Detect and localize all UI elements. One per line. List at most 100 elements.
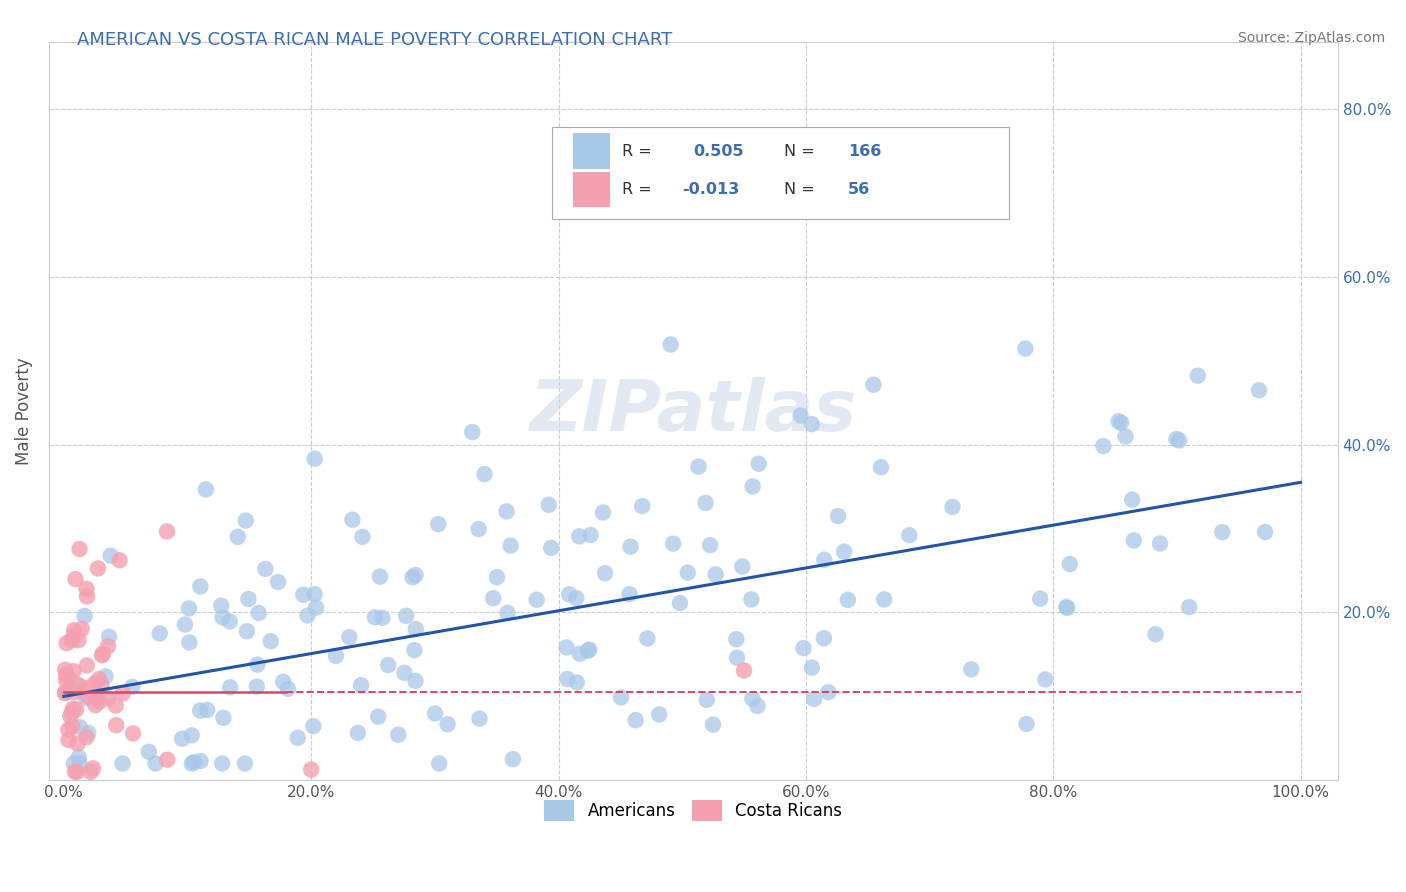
Point — [696, 693, 718, 707]
Point — [111, 686, 134, 700]
Point — [58, 732, 80, 747]
Point — [669, 596, 692, 610]
Point — [69, 542, 91, 557]
Point — [55, 673, 77, 688]
Point — [60, 706, 83, 720]
Point — [813, 631, 835, 645]
Point — [104, 698, 127, 713]
Point — [75, 691, 97, 706]
Point — [67, 633, 90, 648]
Point — [578, 642, 600, 657]
Point — [305, 600, 328, 615]
Text: Source: ZipAtlas.com: Source: ZipAtlas.com — [1237, 31, 1385, 45]
Point — [63, 685, 86, 699]
Point — [725, 632, 748, 647]
Point — [555, 640, 578, 655]
Point — [347, 726, 370, 740]
Point — [138, 745, 160, 759]
Point — [84, 698, 107, 713]
Text: R =: R = — [623, 144, 657, 159]
Point — [63, 764, 86, 779]
Point — [73, 609, 96, 624]
Point — [304, 451, 326, 466]
Point — [631, 499, 654, 513]
Text: R =: R = — [623, 182, 657, 197]
Point — [179, 635, 201, 649]
Point — [832, 544, 855, 558]
Point — [695, 496, 717, 510]
Point — [287, 731, 309, 745]
Point — [495, 504, 517, 518]
Point — [898, 528, 921, 542]
Point — [610, 690, 633, 705]
Point — [277, 681, 299, 696]
Point — [394, 665, 416, 680]
Point — [789, 409, 811, 423]
Point — [482, 591, 505, 606]
Point — [69, 756, 91, 771]
Point — [260, 634, 283, 648]
Point — [254, 562, 277, 576]
Point — [76, 590, 98, 604]
Y-axis label: Male Poverty: Male Poverty — [15, 357, 32, 465]
Point — [576, 643, 599, 657]
Text: -0.013: -0.013 — [682, 182, 740, 197]
Point — [593, 566, 616, 581]
Point — [368, 569, 391, 583]
Point — [740, 592, 762, 607]
Point — [800, 417, 823, 431]
Point — [427, 517, 450, 532]
Point — [688, 459, 710, 474]
Point — [747, 699, 769, 714]
Point — [156, 753, 179, 767]
Point — [63, 624, 86, 638]
Point — [526, 592, 548, 607]
Point — [1109, 416, 1132, 430]
Point — [226, 530, 249, 544]
Point — [427, 756, 450, 771]
Point — [624, 713, 647, 727]
Text: 166: 166 — [848, 144, 882, 159]
Point — [540, 541, 562, 555]
Point — [423, 706, 446, 721]
Point — [91, 647, 114, 661]
Point — [190, 754, 212, 768]
Point — [60, 633, 83, 648]
Point — [188, 704, 211, 718]
Point — [1144, 627, 1167, 641]
Point — [183, 755, 205, 769]
Point — [59, 709, 82, 723]
Point — [496, 606, 519, 620]
Point — [122, 726, 145, 740]
FancyBboxPatch shape — [574, 133, 610, 169]
Point — [174, 617, 197, 632]
Point — [82, 761, 104, 775]
Point — [325, 648, 347, 663]
Point — [502, 752, 524, 766]
Point — [941, 500, 963, 514]
Point — [557, 672, 579, 686]
Point — [58, 723, 80, 737]
Point — [53, 663, 76, 677]
Point — [233, 756, 256, 771]
Point — [364, 610, 387, 624]
Point — [97, 639, 120, 653]
Point — [870, 460, 893, 475]
Point — [367, 709, 389, 723]
Point — [404, 643, 426, 657]
Point — [247, 606, 270, 620]
Point — [271, 674, 294, 689]
Point — [1166, 432, 1188, 446]
Point — [76, 730, 98, 744]
Point — [67, 678, 90, 692]
Point — [238, 592, 260, 607]
Point — [748, 457, 770, 471]
Point — [862, 377, 884, 392]
Point — [837, 592, 859, 607]
Point — [55, 667, 77, 681]
Point — [1033, 673, 1056, 687]
Text: N =: N = — [783, 144, 820, 159]
Point — [143, 756, 166, 771]
Point — [800, 660, 823, 674]
Point — [662, 536, 685, 550]
